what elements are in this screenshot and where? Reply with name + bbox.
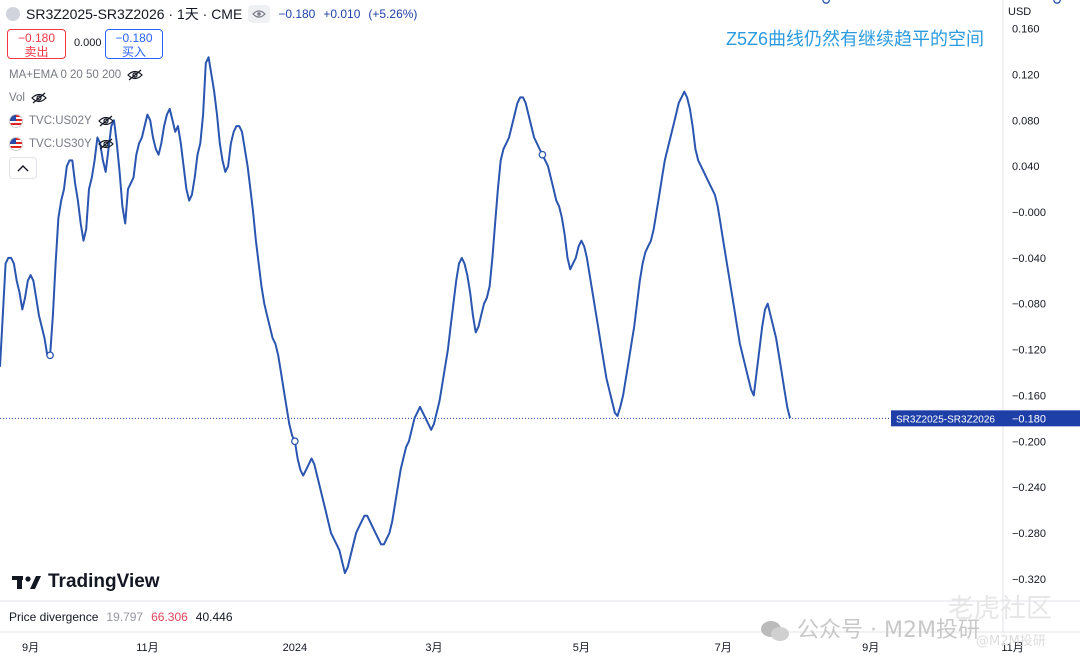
buy-button[interactable]: −0.180 买入 bbox=[105, 29, 163, 59]
x-tick-label: 7月 bbox=[715, 642, 732, 654]
chevron-up-icon bbox=[17, 165, 29, 172]
us-flag-icon bbox=[9, 114, 23, 128]
y-tick-label: 0.080 bbox=[1012, 115, 1040, 127]
x-axis[interactable]: 9月11月20243月5月7月9月11月20253月5月7月 bbox=[22, 642, 1080, 654]
community-watermark: 老虎社区 bbox=[948, 594, 1053, 624]
last-price: −0.180 bbox=[278, 7, 316, 21]
hidden-eye-icon[interactable] bbox=[97, 138, 114, 150]
price-tag-value: −0.180 bbox=[1012, 413, 1046, 425]
y-tick-label: −0.280 bbox=[1012, 528, 1046, 540]
y-tick-label: 0.160 bbox=[1012, 24, 1040, 36]
us-flag-icon bbox=[9, 137, 23, 151]
wechat-watermark-text: 公众号 · M2M投研 bbox=[797, 618, 980, 643]
buy-label: 买入 bbox=[121, 45, 146, 59]
y-tick-label: −0.240 bbox=[1012, 482, 1046, 494]
hidden-eye-icon[interactable] bbox=[127, 69, 144, 81]
y-tick-label: −0.000 bbox=[1012, 207, 1046, 219]
logo-text: TradingView bbox=[48, 571, 160, 592]
y-tick-label: −0.040 bbox=[1012, 253, 1046, 265]
price-change-pct: (+5.26%) bbox=[368, 7, 418, 21]
wechat-watermark: 公众号 · M2M投研 bbox=[760, 612, 980, 644]
data-marker bbox=[46, 351, 54, 360]
pd-value-1: 19.797 bbox=[106, 610, 144, 624]
symbol-icon bbox=[6, 7, 20, 21]
data-marker bbox=[538, 150, 547, 159]
y-tick-label: −0.160 bbox=[1012, 390, 1046, 402]
chart-header: SR3Z2025-SR3Z2026 · 1天 · CME −0.180 +0.0… bbox=[6, 4, 417, 24]
collapse-legend-button[interactable] bbox=[9, 157, 37, 179]
x-tick-label: 2024 bbox=[283, 642, 307, 654]
y-tick-label: 0.040 bbox=[1012, 161, 1040, 173]
x-tick-label: 3月 bbox=[425, 642, 442, 654]
series-line bbox=[0, 56, 791, 575]
sell-price: −0.180 bbox=[17, 31, 56, 45]
price-tag-symbol: SR3Z2025-SR3Z2026 bbox=[896, 414, 995, 425]
data-marker bbox=[291, 437, 299, 446]
sell-button[interactable]: −0.180 卖出 bbox=[7, 29, 66, 59]
indicator-label: Vol bbox=[9, 92, 25, 104]
data-marker bbox=[1053, 0, 1061, 4]
indicator-vol[interactable]: Vol bbox=[9, 90, 47, 106]
axis-unit[interactable]: USD bbox=[1008, 6, 1032, 18]
x-tick-label: 9月 bbox=[22, 642, 39, 654]
y-tick-label: 0.120 bbox=[1012, 69, 1040, 81]
pd-label: Price divergence bbox=[9, 610, 99, 624]
wechat-icon bbox=[761, 621, 789, 641]
spread-value: 0.000 bbox=[74, 37, 102, 49]
y-tick-label: −0.200 bbox=[1012, 436, 1046, 448]
annotation-text: Z5Z6曲线仍然有继续趋平的空间 bbox=[726, 29, 985, 49]
y-tick-label: −0.120 bbox=[1012, 345, 1046, 357]
y-axis[interactable]: 0.160 0.120 0.080 0.040 −0.000 −0.040 −0.080 −0… bbox=[1012, 24, 1046, 586]
y-tick-label: −0.320 bbox=[1012, 574, 1046, 586]
indicator-label: TVC:US30Y bbox=[29, 138, 92, 150]
indicator-ma-ema[interactable]: MA+EMA 0 20 50 200 bbox=[9, 67, 144, 83]
x-tick-label: 9月 bbox=[862, 642, 879, 654]
indicator-us02y[interactable]: TVC:US02Y bbox=[9, 113, 114, 129]
eye-icon[interactable] bbox=[248, 5, 271, 23]
y-tick-label: −0.080 bbox=[1012, 299, 1046, 311]
x-tick-label: 5月 bbox=[573, 642, 590, 654]
buy-price: −0.180 bbox=[115, 31, 153, 45]
indicator-label: TVC:US02Y bbox=[29, 115, 92, 127]
indicator-label: MA+EMA 0 20 50 200 bbox=[9, 69, 122, 81]
indicator-us30y[interactable]: TVC:US30Y bbox=[9, 136, 114, 152]
pd-value-3: 40.446 bbox=[195, 610, 233, 624]
tradingview-logo[interactable]: TradingView bbox=[12, 571, 160, 593]
pd-value-2: 66.306 bbox=[151, 610, 188, 624]
price-change: +0.010 bbox=[323, 7, 361, 21]
symbol-title[interactable]: SR3Z2025-SR3Z2026 · 1天 · CME bbox=[26, 6, 243, 22]
tradingview-icon bbox=[12, 576, 41, 589]
handle-watermark: @M2M投研 bbox=[976, 634, 1046, 649]
hidden-eye-icon[interactable] bbox=[31, 92, 47, 104]
x-tick-label: 11月 bbox=[1001, 642, 1023, 654]
data-marker bbox=[822, 0, 831, 4]
sell-label: 卖出 bbox=[24, 45, 49, 59]
hidden-eye-icon[interactable] bbox=[97, 115, 114, 127]
price-divergence-legend[interactable]: Price divergence 19.797 66.306 40.446 bbox=[9, 610, 233, 624]
x-tick-label: 11月 bbox=[136, 642, 158, 654]
price-tag: SR3Z2025-SR3Z2026 −0.180 bbox=[891, 410, 1080, 427]
